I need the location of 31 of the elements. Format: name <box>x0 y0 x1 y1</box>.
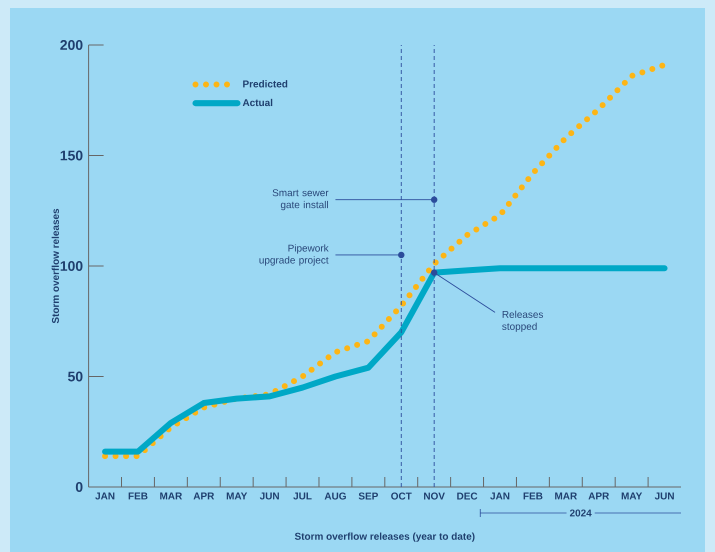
x-tick-label: APR <box>194 492 214 500</box>
x-tick-label: MAY <box>226 492 248 500</box>
x-tick-label: JUN <box>654 492 674 500</box>
annotation: Pipework upgrade project <box>259 244 329 266</box>
x-tick-label: FEB <box>524 492 542 500</box>
x-tick-label: NOV <box>424 492 445 500</box>
text: 2024 <box>570 509 592 517</box>
x-tick-label: SEP <box>358 492 378 500</box>
x-tick-label: AUG <box>324 492 346 500</box>
y-tick-label: 100 <box>60 261 83 271</box>
y-tick-label: 150 <box>60 150 83 160</box>
y-tick-label: 0 <box>76 482 83 492</box>
x-tick-label: MAR <box>555 492 577 500</box>
x-tick-label: JAN <box>490 492 510 500</box>
annotation: Smart sewer gate install <box>272 189 328 210</box>
y-tick-label: 50 <box>68 372 83 382</box>
y-axis-title: Storm overflow releases <box>52 208 59 324</box>
x-tick-label: JAN <box>95 492 114 500</box>
x-tick-label: APR <box>588 492 610 500</box>
x-tick-label: JUL <box>293 492 312 500</box>
x-tick-label: MAY <box>622 492 642 500</box>
legend-label: Predicted <box>243 80 288 88</box>
x-tick-label: FEB <box>128 492 148 500</box>
x-tick-label: MAR <box>160 492 182 500</box>
x-tick-label: JUN <box>260 492 279 500</box>
x-tick-label: DEC <box>457 492 478 500</box>
x-tick-label: OCT <box>391 492 412 500</box>
annotation: Releases stopped <box>502 310 544 332</box>
y-tick-label: 200 <box>60 40 83 50</box>
legend-label: Actual <box>242 98 272 106</box>
x-axis-title: Storm overflow releases (year to date) <box>294 532 475 542</box>
